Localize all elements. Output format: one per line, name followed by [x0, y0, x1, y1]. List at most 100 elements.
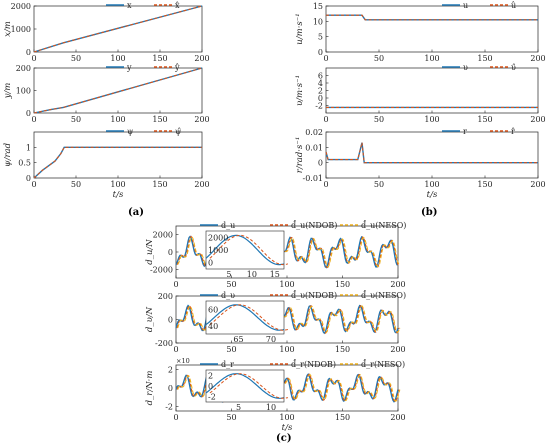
- xtick-label: 100: [110, 180, 125, 189]
- xlabel-dr: t/s: [282, 423, 293, 433]
- inset-xtick: 65: [233, 335, 243, 344]
- legend-entry: x: [127, 1, 132, 10]
- ytick-label: -2: [165, 402, 173, 411]
- xtick-label: 50: [71, 54, 81, 63]
- inset-actual: [205, 234, 285, 266]
- xtick-label: 100: [110, 115, 125, 124]
- xtick-label: 100: [279, 413, 294, 422]
- inset-ytick: 40: [208, 322, 218, 331]
- xtick-label: 200: [530, 54, 545, 63]
- xtick-label: 0: [31, 180, 36, 189]
- legend-entry: d̂_u(NDOB): [291, 219, 337, 230]
- inset-ytick: -2: [208, 393, 216, 402]
- xtick-label: 100: [424, 54, 439, 63]
- xtick-label: 0: [323, 115, 328, 124]
- ytick-label: 0: [318, 94, 323, 103]
- legend-entry: u: [463, 1, 468, 10]
- series-actual: [33, 146, 202, 179]
- ylabel-r: r/rad·s⁻¹: [295, 137, 305, 173]
- xtick-label: 100: [279, 280, 294, 289]
- inset-ndob: [209, 304, 289, 331]
- panel-psi: 0 50 100 150 200 0 0.5 1 ψ/rad t/s ψ ψ̂: [3, 127, 210, 200]
- inset-ytick: 1000: [208, 246, 228, 255]
- xtick-label: 100: [424, 115, 439, 124]
- series-actual: [33, 5, 203, 53]
- xtick-label: 200: [194, 54, 209, 63]
- legend-entry: x̂: [175, 1, 180, 10]
- inset-ytick: 0: [208, 259, 213, 268]
- ytick-label: 0.01: [305, 143, 323, 152]
- ylabel-u: u/m·s⁻¹: [295, 13, 305, 44]
- ytick-label: 15: [313, 2, 323, 11]
- xtick-label: 0: [173, 280, 178, 289]
- legend-entry: ψ: [127, 127, 133, 136]
- xtick-label: 0: [323, 54, 328, 63]
- legend-entry: d_u: [221, 221, 235, 230]
- ytick-label: 5: [318, 33, 323, 42]
- ytick-label: -2000: [150, 265, 173, 274]
- series-estimate: [33, 67, 203, 114]
- xtick-label: 150: [477, 54, 492, 63]
- legend-entry: r̂: [511, 127, 515, 136]
- legend-entry: ψ̂: [175, 127, 181, 136]
- legend-du: d_u d̂_u(NDOB) d̂_u(NESO): [200, 219, 406, 230]
- xtick-label: 150: [152, 54, 167, 63]
- xlabel-r: t/s: [427, 190, 438, 200]
- axes-v: [325, 67, 539, 114]
- ytick-label: 0: [26, 174, 31, 183]
- ytick-label: 0: [318, 48, 323, 57]
- legend-entry: υ: [463, 63, 468, 72]
- xtick-label: 150: [335, 413, 350, 422]
- xtick-label: 0: [173, 345, 178, 354]
- legend-entry: d̂_r(NDOB): [291, 358, 336, 369]
- inset-ndob: [209, 373, 289, 399]
- legend-psi: ψ ψ̂: [106, 127, 181, 136]
- inset-ytick: 2: [208, 371, 213, 380]
- ytick-label: 0.5: [18, 159, 31, 168]
- inset-actual: [205, 304, 285, 331]
- xtick-label: 50: [71, 180, 81, 189]
- ytick-label: 2000: [11, 2, 31, 11]
- xtick-label: 200: [390, 345, 405, 354]
- xtick-label: 100: [110, 54, 125, 63]
- inset-xtick: 15: [270, 270, 280, 279]
- caption-a: (a): [128, 207, 144, 218]
- xtick-label: 100: [279, 345, 294, 354]
- ytick-label: 200: [158, 292, 173, 301]
- ytick-label: 10: [313, 17, 323, 26]
- xtick-label: 50: [226, 345, 236, 354]
- inset-xtick: 5: [236, 403, 241, 412]
- ytick-label: 2000: [153, 231, 173, 240]
- legend-entry: ŷ: [174, 63, 180, 72]
- inset-xtick: 10: [247, 270, 257, 279]
- xtick-label: 100: [424, 180, 439, 189]
- ytick-label: 4: [318, 79, 323, 88]
- legend-x: x x̂: [106, 1, 180, 10]
- xtick-label: 0: [173, 413, 178, 422]
- legend-r: r r̂: [442, 127, 515, 136]
- ylabel-du: d_u/N: [145, 239, 155, 265]
- exponent-label: ×10: [176, 357, 190, 365]
- ytick-label: -200: [155, 339, 173, 348]
- legend-entry: d_υ: [221, 291, 235, 300]
- series-actual: [326, 14, 538, 21]
- legend-entry: û: [511, 1, 516, 10]
- ylabel-dr: d_r/N·m: [145, 371, 155, 406]
- legend-entry: y: [126, 63, 132, 72]
- xtick-label: 200: [530, 115, 545, 124]
- xtick-label: 200: [390, 413, 405, 422]
- ytick-label: 0: [168, 384, 173, 393]
- legend-v: υ υ̂: [442, 63, 516, 72]
- ytick-label: 2: [168, 366, 173, 375]
- xtick-label: 150: [335, 280, 350, 289]
- ytick-label: 0: [168, 316, 173, 325]
- series-estimate: [33, 146, 202, 179]
